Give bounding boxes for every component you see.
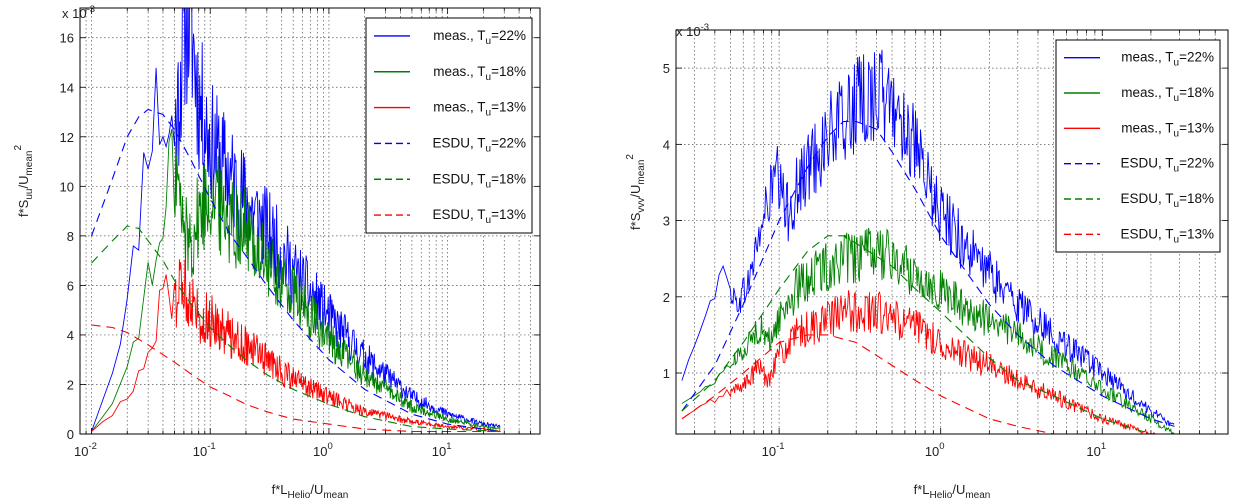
y-tick-label: 1 bbox=[663, 366, 670, 381]
series-line-5 bbox=[91, 324, 501, 433]
x-tick-label: 101 bbox=[432, 441, 452, 459]
y-tick-label: 10 bbox=[60, 179, 74, 194]
tick-marks bbox=[676, 30, 1228, 434]
legend-label: ESDU, Tu=18% bbox=[433, 171, 526, 190]
series-line-2 bbox=[91, 259, 501, 433]
series-line-0 bbox=[91, 8, 501, 432]
series-line-1 bbox=[681, 227, 1175, 434]
legend-label: ESDU, Tu=13% bbox=[433, 207, 526, 226]
legend-label: meas., Tu=18% bbox=[433, 64, 526, 83]
y-tick-label: 16 bbox=[60, 31, 74, 46]
y-tick-label: 3 bbox=[663, 214, 670, 229]
y-tick-label: 5 bbox=[663, 61, 670, 76]
y-exponent-label: x 10-3 bbox=[62, 4, 95, 21]
series-line-4 bbox=[681, 235, 1175, 434]
legend-label: ESDU, Tu=18% bbox=[1121, 191, 1214, 210]
legend-box bbox=[365, 17, 533, 234]
legend-box bbox=[1055, 39, 1221, 253]
x-tick-label: 10-2 bbox=[74, 441, 97, 459]
legend-label: meas., Tu=13% bbox=[1121, 120, 1214, 139]
chart-left-suu-spectrum: 10-2 10-1 100 101 0 2 4 6 8 10 12 14 16 x 10-3 f*LHeli… bbox=[13, 4, 541, 501]
legend-label: meas., Tu=18% bbox=[1121, 85, 1214, 104]
y-tick-label: 4 bbox=[663, 137, 670, 152]
x-tick-label: 10-1 bbox=[193, 441, 216, 459]
x-tick-label: 101 bbox=[1086, 441, 1106, 459]
series-group bbox=[90, 8, 501, 433]
y-axis-label: f*Suu/Umean2 bbox=[13, 145, 35, 217]
y-tick-label: 14 bbox=[60, 80, 74, 95]
y-axis-label: f*Svvv/Umean2 bbox=[625, 154, 647, 230]
legend-label: meas., Tu=22% bbox=[433, 28, 526, 47]
y-tick-label: 12 bbox=[60, 130, 74, 145]
x-tick-label: 10-1 bbox=[762, 441, 785, 459]
y-tick-label: 4 bbox=[67, 328, 74, 343]
y-tick-label: 6 bbox=[67, 278, 74, 293]
axes-box bbox=[79, 7, 541, 435]
series-line-3 bbox=[90, 108, 501, 433]
legend-label: ESDU, Tu=13% bbox=[1121, 226, 1214, 245]
y-tick-label: 8 bbox=[67, 229, 74, 244]
grid bbox=[676, 30, 1228, 434]
x-tick-label: 100 bbox=[925, 441, 945, 459]
series-line-3 bbox=[681, 120, 1175, 427]
series-line-5 bbox=[681, 334, 1058, 434]
chart-right-svv-spectrum: 10-1 100 101 1 2 3 4 5 x 10-3 f*LHelio/Umean f*Svv… bbox=[625, 22, 1229, 501]
tick-marks bbox=[80, 8, 540, 435]
y-tick-label: 2 bbox=[663, 290, 670, 305]
y-tick-label: 0 bbox=[67, 427, 74, 442]
legend: meas., Tu=22% meas., Tu=18% meas., Tu=13% E… bbox=[365, 17, 533, 234]
x-axis-label: f*LHelio/Umean bbox=[272, 482, 349, 501]
legend-label: ESDU, Tu=22% bbox=[433, 135, 526, 154]
series-group bbox=[681, 49, 1175, 434]
legend-label: meas., Tu=22% bbox=[1121, 50, 1214, 69]
legend-label: ESDU, Tu=22% bbox=[1121, 156, 1214, 175]
series-line-2 bbox=[681, 290, 1175, 434]
x-axis-label: f*LHelio/Umean bbox=[914, 482, 991, 501]
axes-box bbox=[675, 29, 1229, 435]
legend-label: meas., Tu=13% bbox=[433, 100, 526, 119]
y-exponent-label: x 10-3 bbox=[676, 22, 709, 39]
x-tick-label: 100 bbox=[313, 441, 333, 459]
y-tick-label: 2 bbox=[67, 377, 74, 392]
series-line-1 bbox=[91, 129, 501, 432]
legend: meas., Tu=22% meas., Tu=18% meas., Tu=13% E… bbox=[1055, 39, 1221, 253]
series-line-0 bbox=[681, 49, 1175, 427]
series-line-4 bbox=[91, 225, 501, 433]
